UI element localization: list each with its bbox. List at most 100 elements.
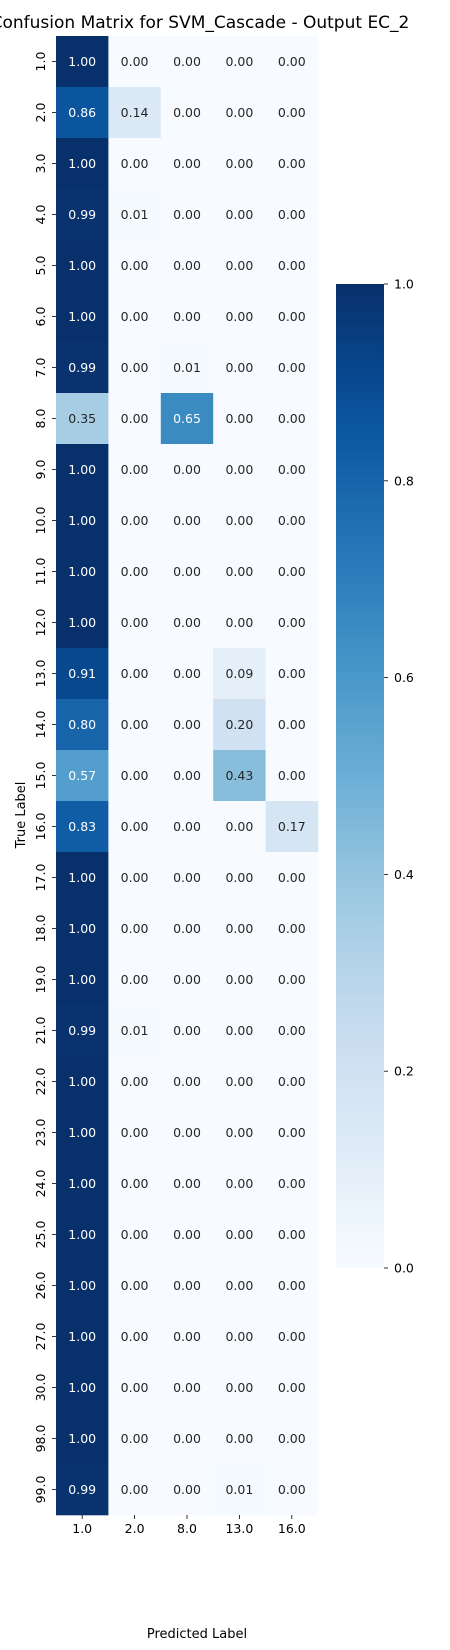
heatmap-cell [213,1005,266,1057]
heatmap-cell [56,342,109,394]
cell-value-label: 0.00 [278,1074,306,1089]
cell-value-label: 0.00 [278,360,306,375]
cell-value-label: 0.00 [225,513,253,528]
heatmap-cell [265,393,319,445]
cell-value-label: 0.01 [225,1482,253,1497]
cell-value-label: 0.00 [278,54,306,69]
cell-value-label: 0.00 [121,513,149,528]
heatmap-cell [56,1413,109,1465]
y-tick-label: 30.0 [33,1374,48,1402]
heatmap-cell [56,393,109,445]
cell-value-label: 0.00 [173,972,201,987]
heatmap-cell [213,189,266,241]
y-tick-label: 6.0 [33,307,48,327]
y-tick-label: 5.0 [33,256,48,276]
cell-value-label: 1.00 [68,1227,96,1242]
y-tick-label: 98.0 [33,1425,48,1453]
heatmap-cell [265,1056,319,1108]
cell-value-label: 0.00 [173,1431,201,1446]
y-tick-label: 17.0 [33,864,48,892]
heatmap-cell [108,546,162,598]
heatmap-cell [265,1362,319,1414]
cell-value-label: 0.00 [121,819,149,834]
y-tick-label: 18.0 [33,915,48,943]
heatmap-cell [108,240,162,292]
heatmap-cell [160,903,214,955]
cell-value-label: 0.99 [68,1482,96,1497]
heatmap-cell [213,1260,266,1312]
heatmap-cell [56,648,109,700]
y-tick-label: 15.0 [33,762,48,790]
cell-value-label: 1.00 [68,921,96,936]
cell-value-label: 1.00 [68,1380,96,1395]
cell-value-label: 0.00 [225,462,253,477]
heatmap-cell [160,801,214,853]
heatmap-cell [213,1311,266,1363]
heatmap-cell [108,1056,162,1108]
cell-value-label: 0.00 [278,666,306,681]
heatmap-cell [56,1056,109,1108]
heatmap-cell [265,138,319,190]
cell-value-label: 1.00 [68,615,96,630]
heatmap-cell [56,1005,109,1057]
heatmap-cell [56,1158,109,1210]
heatmap-cell [160,1107,214,1159]
heatmap-cell [213,393,266,445]
cell-value-label: 0.00 [173,717,201,732]
heatmap-cell [213,1413,266,1465]
y-tick-label: 14.0 [33,711,48,739]
heatmap-cell [213,1362,266,1414]
cell-value-label: 0.00 [173,1125,201,1140]
y-tick-label: 22.0 [33,1068,48,1096]
cell-value-label: 0.35 [68,411,96,426]
cell-value-label: 0.00 [278,1176,306,1191]
heatmap-cell [108,852,162,904]
cell-value-label: 0.00 [278,1023,306,1038]
heatmap-cell [265,1209,319,1261]
heatmap-cell [56,36,109,88]
y-tick-label: 3.0 [33,154,48,174]
heatmap-cell [265,36,319,88]
heatmap-cell [108,291,162,343]
x-tick-label: 8.0 [177,1521,197,1536]
cell-value-label: 0.00 [225,615,253,630]
y-tick-label: 25.0 [33,1221,48,1249]
heatmap-cell [213,495,266,547]
y-tick-label: 27.0 [33,1323,48,1351]
cell-value-label: 0.00 [121,666,149,681]
heatmap-cell [160,1311,214,1363]
x-axis-ticks: 1.0 2.0 8.0 13.0 16.0 [72,1515,306,1536]
cell-value-label: 0.00 [121,1380,149,1395]
cell-value-label: 0.01 [121,1023,149,1038]
heatmap-cell [108,189,162,241]
x-tick-label: 16.0 [278,1521,306,1536]
cell-value-label: 0.00 [278,207,306,222]
y-axis-label: True Label [14,782,29,850]
cell-value-label: 0.00 [225,564,253,579]
heatmap-cell [213,597,266,649]
heatmap-cell [160,1464,214,1516]
cell-value-label: 0.00 [173,1482,201,1497]
cell-value-label: 0.00 [121,1227,149,1242]
cell-value-label: 1.00 [68,1074,96,1089]
cell-value-label: 1.00 [68,1125,96,1140]
cell-value-label: 0.00 [225,870,253,885]
cell-value-label: 0.00 [225,258,253,273]
cell-value-label: 1.00 [68,513,96,528]
cell-value-label: 0.00 [225,1278,253,1293]
heatmap-cell [160,1362,214,1414]
cell-value-label: 0.00 [225,156,253,171]
cell-value-label: 0.00 [121,768,149,783]
cell-value-label: 0.00 [278,513,306,528]
cell-value-label: 0.00 [225,1227,253,1242]
heatmap-cell [56,699,109,751]
cell-value-label: 0.00 [225,1074,253,1089]
cell-value-label: 1.00 [68,1278,96,1293]
heatmap-cells: 1.00 0.00 0.00 0.00 0.00 0.86 0.14 0.00 0.00 0.00… [56,36,319,1516]
cell-value-label: 0.00 [278,462,306,477]
heatmap-cell [108,1209,162,1261]
heatmap-cell [265,1107,319,1159]
heatmap-cell [160,495,214,547]
cell-value-label: 0.00 [278,717,306,732]
heatmap-cell [265,1464,319,1516]
